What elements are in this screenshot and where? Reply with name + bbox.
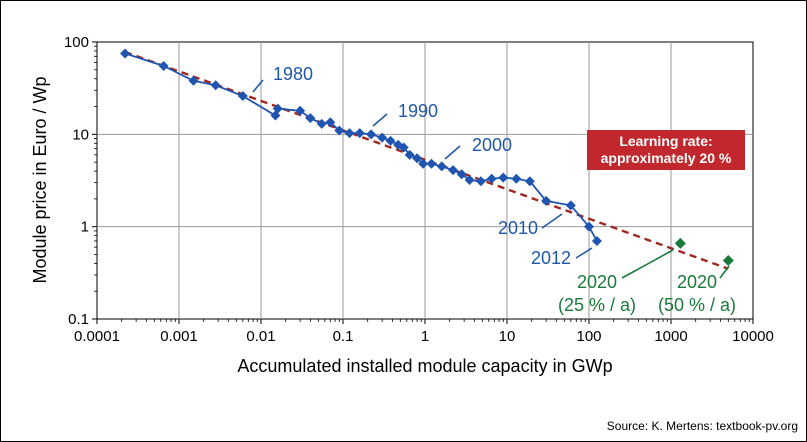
x-tick-label: 0.1: [333, 328, 354, 345]
data-point: [354, 128, 365, 139]
annotation-label: 2012: [531, 248, 571, 268]
data-point: [188, 75, 199, 86]
x-axis-title: Accumulated installed module capacity in…: [237, 356, 612, 376]
forecast-point: [722, 255, 734, 267]
x-tick-label: 1: [421, 328, 429, 345]
data-point: [344, 128, 355, 139]
annotation-label-line2: (25 % / a): [558, 295, 636, 315]
data-point: [366, 129, 377, 140]
data-point: [120, 48, 131, 59]
data-point: [272, 103, 283, 114]
data-point: [456, 169, 467, 180]
annotation-leader: [621, 249, 674, 279]
data-point: [316, 118, 327, 129]
data-point: [377, 132, 388, 143]
callout-line1: Learning rate:: [619, 133, 712, 149]
x-tick-label: 0.01: [246, 328, 275, 345]
source-credit: Source: K. Mertens: textbook-pv.org: [607, 419, 798, 433]
data-point: [237, 91, 248, 102]
y-tick-label: 10: [72, 126, 89, 143]
data-point: [524, 176, 535, 187]
data-point: [295, 105, 306, 116]
data-point: [486, 173, 497, 184]
data-point: [426, 158, 437, 169]
data-point: [404, 149, 415, 160]
annotation-leader: [719, 265, 730, 279]
x-tick-label: 10: [499, 328, 516, 345]
annotation-label: 2020: [577, 272, 617, 292]
data-point: [305, 113, 316, 124]
data-point: [448, 165, 459, 176]
annotation-label-line2: (50 % / a): [658, 295, 736, 315]
data-point: [385, 135, 396, 146]
data-point: [412, 153, 423, 164]
annotation-label: 1990: [398, 101, 438, 121]
x-tick-label: 0.0001: [74, 328, 120, 345]
annotation-leader: [444, 145, 461, 160]
x-tick-label: 1000: [654, 328, 687, 345]
forecast-point: [674, 237, 686, 249]
data-point: [511, 173, 522, 184]
data-point: [398, 142, 409, 153]
data-point: [584, 221, 594, 232]
annotation-label: 1980: [273, 64, 313, 84]
data-point: [210, 80, 221, 91]
annotation-leader: [575, 247, 593, 259]
learning-rate-callout: Learning rate: approximately 20 %: [587, 130, 745, 170]
series-layer: [120, 48, 734, 270]
data-point: [464, 175, 475, 186]
data-point: [498, 172, 509, 183]
x-axis-ticks: 0.0001 0.001 0.01 0.1 1 10 100 1000 10000: [74, 319, 774, 345]
data-point: [436, 161, 447, 172]
y-tick-label: 1: [81, 219, 89, 236]
annotation-layer: 1980 1990 2000 2010 2012 2020 (25 % / a) 2020 (5…: [252, 64, 736, 315]
data-point: [541, 195, 552, 206]
data-point: [334, 125, 345, 136]
y-axis-ticks: 0.1 1 10 100: [64, 34, 97, 328]
y-axis-title: Module price in Euro / Wp: [30, 76, 50, 283]
annotation-label: 2010: [498, 218, 538, 238]
data-point: [418, 158, 429, 169]
data-point: [158, 60, 169, 71]
callout-line2: approximately 20 %: [601, 150, 732, 166]
x-tick-label: 100: [576, 328, 601, 345]
annotation-leader: [541, 213, 563, 229]
trend-line: [124, 50, 729, 270]
data-point: [565, 200, 576, 211]
data-point: [591, 235, 602, 246]
annotation-leader: [252, 79, 264, 93]
annotation-label: 2000: [472, 135, 512, 155]
data-point: [325, 117, 336, 128]
data-point: [475, 176, 486, 187]
x-tick-label: 0.001: [160, 328, 198, 345]
y-tick-label: 0.1: [68, 311, 89, 328]
y-tick-label: 100: [64, 34, 89, 51]
annotation-label: 2020: [677, 272, 717, 292]
annotation-leader: [372, 113, 388, 127]
callout-box: [587, 130, 745, 170]
x-tick-label: 10000: [732, 328, 774, 345]
